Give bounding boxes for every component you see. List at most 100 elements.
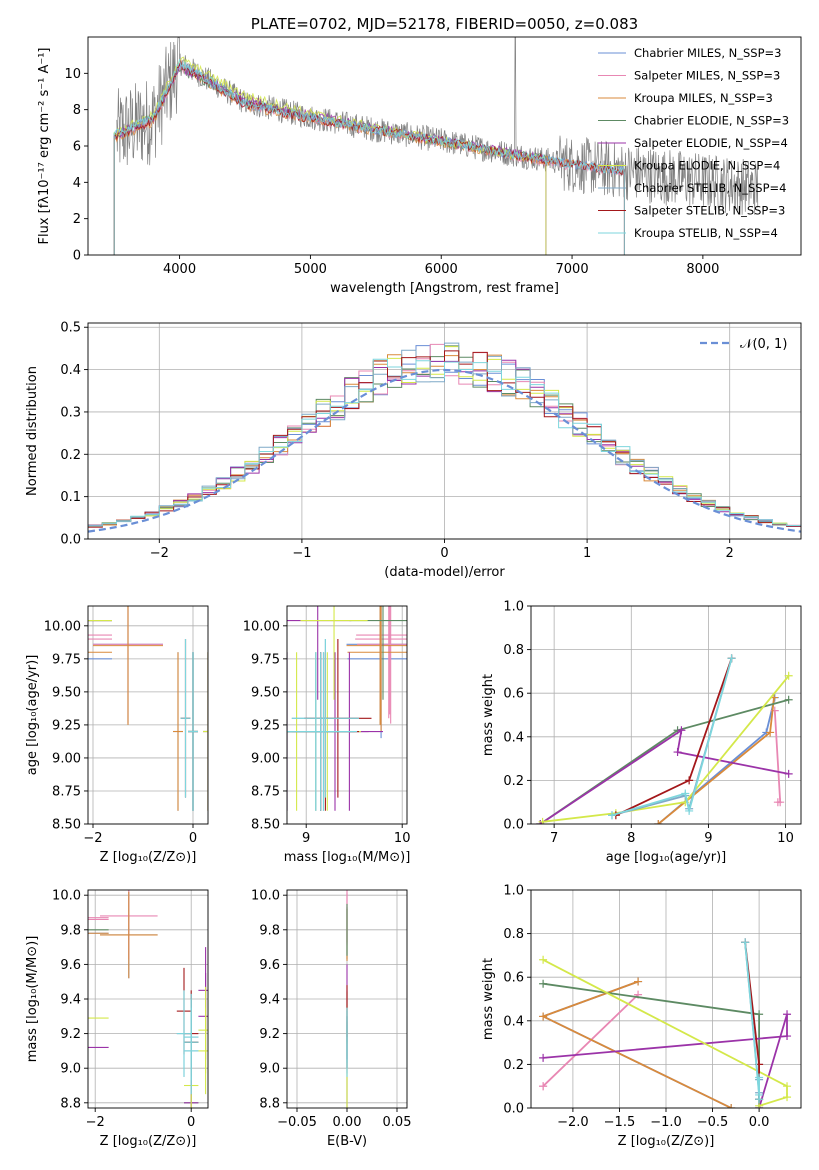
y-tick-label: 0.2 <box>60 448 81 463</box>
x-axis-label: Z [log₁₀(Z/Z⊙)] <box>100 1134 197 1149</box>
y-tick-label: 8.8 <box>60 1096 81 1111</box>
x-tick-label: 9 <box>704 831 712 846</box>
y-tick-label: 9.8 <box>60 923 81 938</box>
ssp-marker <box>681 789 690 798</box>
y-tick-label: 9.6 <box>259 958 280 973</box>
legend-entry: Salpeter STELIB, N_SSP=3 <box>634 204 785 218</box>
ssp-marker <box>773 798 782 807</box>
legend: 𝒩(0, 1) <box>700 337 787 352</box>
y-tick-label: 8.75 <box>251 784 280 799</box>
ssp-marker <box>539 1012 548 1021</box>
ssp-marker <box>741 938 750 947</box>
y-tick-label: 9.50 <box>52 685 81 700</box>
x-tick-label: 7000 <box>556 262 589 277</box>
mass-weight-line <box>539 728 789 824</box>
ssp-marker <box>766 728 775 737</box>
weight-vs-Z-frame <box>530 889 802 1109</box>
mass-weight-line <box>540 980 732 1108</box>
y-tick-label: 10 <box>64 67 81 82</box>
x-tick-label: 0.05 <box>383 1115 412 1130</box>
weight-vs-age-plot-area <box>536 654 793 824</box>
ssp-marker <box>538 817 547 824</box>
ssp-marker <box>755 1010 764 1019</box>
ssp-marker <box>784 695 793 704</box>
y-tick-label: 0.0 <box>503 818 524 833</box>
x-tick-label: 0 <box>440 546 448 561</box>
mass-weight-line <box>540 980 732 1108</box>
y-tick-label: 10.0 <box>52 889 81 904</box>
residuals-frame <box>87 322 802 540</box>
spectrum-panel: 4000 5000 6000 7000 8000 0 2 4 6 8 10 wavelength [A… <box>37 15 802 296</box>
ssp-marker <box>755 1095 764 1104</box>
x-tick-label: 7 <box>550 831 558 846</box>
y-tick-label: 9.8 <box>259 923 280 938</box>
y-tick-label: 0.5 <box>60 321 81 336</box>
legend-entry: Chabrier STELIB, N_SSP=4 <box>634 181 786 195</box>
y-tick-label: 0 <box>73 249 81 264</box>
y-tick-label: 9.0 <box>259 1062 280 1077</box>
x-tick-label: −2 <box>150 546 169 561</box>
ssp-marker <box>608 811 616 820</box>
weight-vs-age-panel: 7 8 9 10 0.0 0.2 0.4 0.6 0.8 1.0 age [log₁₀(age/yr… <box>481 600 802 865</box>
y-tick-label: 9.0 <box>60 1062 81 1077</box>
y-tick-label: 1.0 <box>503 884 524 899</box>
mass-weight-line <box>744 942 760 1100</box>
y-tick-label: 9.2 <box>259 1027 280 1042</box>
x-axis-label: E(B-V) <box>327 1134 367 1149</box>
y-tick-label: 9.50 <box>251 685 280 700</box>
model-spectrum-line <box>113 58 625 255</box>
model-spectrum-line <box>113 66 547 255</box>
x-tick-label: 0.0 <box>749 1115 770 1130</box>
age-vs-Z-frame <box>87 605 209 825</box>
y-axis-label: Normed distribution <box>25 366 40 496</box>
weight-vs-age-frame <box>530 605 802 825</box>
chart-title: PLATE=0702, MJD=52178, FIBERID=0050, z=0… <box>251 15 638 33</box>
y-tick-label: 0.1 <box>60 490 81 505</box>
legend-entry: 𝒩(0, 1) <box>740 337 787 352</box>
x-axis-label: wavelength [Angstrom, rest frame] <box>330 281 559 296</box>
y-tick-label: 0.8 <box>503 643 524 658</box>
legend-entry: Kroupa STELIB, N_SSP=4 <box>634 226 778 240</box>
ssp-marker <box>727 654 736 663</box>
x-tick-label: −2 <box>83 831 102 846</box>
y-tick-label: 9.75 <box>251 652 280 667</box>
legend: Chabrier MILES, N_SSP=3 Salpeter MILES, N… <box>598 46 789 240</box>
x-tick-label: 2 <box>726 546 734 561</box>
legend-entry: Kroupa ELODIE, N_SSP=4 <box>634 159 780 173</box>
ssp-marker <box>677 726 686 735</box>
ssp-marker <box>539 979 548 988</box>
ssp-marker <box>783 1010 792 1019</box>
x-tick-label: −2.0 <box>557 1115 589 1130</box>
y-axis-label: mass weight <box>481 674 496 756</box>
mass-weight-line <box>542 982 760 1108</box>
x-tick-label: −0.5 <box>697 1115 729 1130</box>
y-tick-label: 9.25 <box>52 718 81 733</box>
mass-weight-line <box>611 658 733 817</box>
legend-entry: Kroupa MILES, N_SSP=3 <box>634 91 773 105</box>
age-vs-mass-panel: 9 10 8.50 8.75 9.00 9.25 9.50 9.75 10.00 mass [lo… <box>243 605 411 865</box>
y-tick-label: 4 <box>73 176 81 191</box>
ssp-marker <box>783 1082 792 1091</box>
mass-vs-ebv-panel: −0.05 0.00 0.05 8.8 9.0 9.2 9.4 9.6 9.8 10.0 E(B-V… <box>251 889 412 1149</box>
y-tick-label: 8.50 <box>52 818 81 833</box>
x-tick-label: 10 <box>394 831 411 846</box>
x-axis-label: age [log₁₀(age/yr)] <box>606 850 727 865</box>
ssp-marker <box>634 977 643 986</box>
y-tick-label: 9.4 <box>259 993 280 1008</box>
y-tick-label: 8 <box>73 103 81 118</box>
y-tick-label: 10.0 <box>251 889 280 904</box>
y-tick-label: 9.25 <box>251 718 280 733</box>
y-tick-label: 0.6 <box>503 971 524 986</box>
ssp-marker <box>784 769 793 778</box>
y-tick-label: 0.3 <box>60 405 81 420</box>
mass-vs-Z-plot-area <box>88 890 208 1108</box>
legend-entry: Chabrier MILES, N_SSP=3 <box>634 46 781 60</box>
age-vs-Z-panel: −2 0 8.50 8.75 9.00 9.25 9.50 9.75 10.00 Z [log₁₀… <box>25 605 209 865</box>
legend-entry: Salpeter ELODIE, N_SSP=4 <box>634 136 788 150</box>
y-tick-label: 10.00 <box>243 619 280 634</box>
ssp-marker <box>727 1104 736 1108</box>
x-tick-label: −2 <box>86 1115 105 1130</box>
x-tick-label: −1 <box>292 546 311 561</box>
mass-weight-line <box>773 710 782 804</box>
x-tick-label: 1 <box>583 546 591 561</box>
